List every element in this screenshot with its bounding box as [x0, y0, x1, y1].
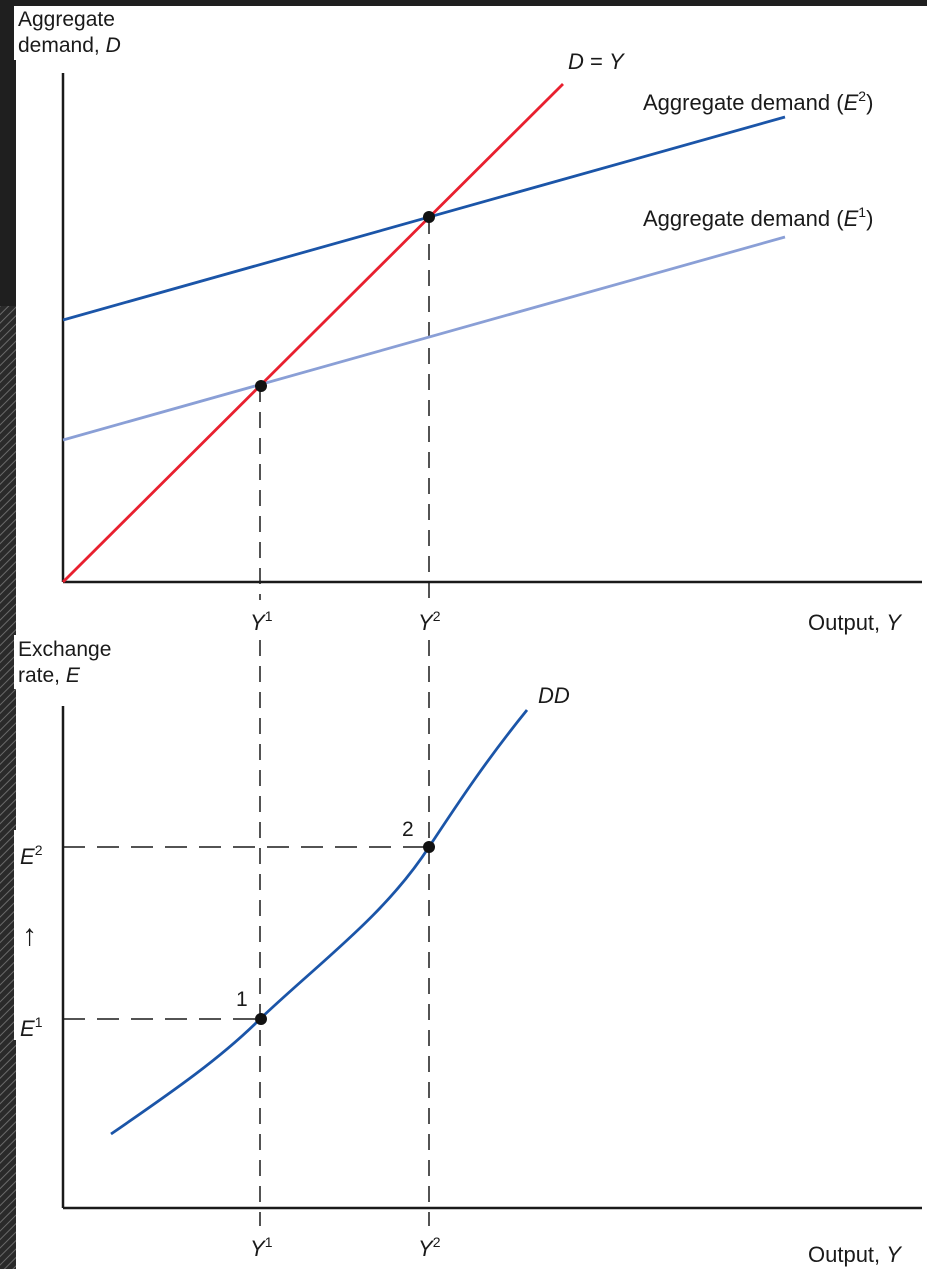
- top-panel: Aggregate demand, D D = Y Aggregate dema…: [18, 8, 922, 635]
- point-2: [423, 841, 435, 853]
- hatched-edge: [0, 306, 16, 1269]
- dy-line-label: D = Y: [568, 49, 625, 74]
- bottom-y-axis-label-1: Exchange: [18, 638, 111, 661]
- label-backdrop: [14, 6, 154, 60]
- top-tick-y1: Y1: [250, 608, 273, 635]
- bottom-tick-e2: E2: [20, 842, 43, 869]
- top-y-axis-label-2: demand, D: [18, 34, 121, 57]
- bottom-tick-y2: Y2: [418, 1234, 441, 1261]
- point-1-label: 1: [236, 988, 248, 1011]
- bottom-tick-e1: E1: [20, 1014, 43, 1041]
- label-backdrop-3: [14, 830, 64, 1040]
- label-backdrop-2: [14, 635, 144, 689]
- top-equilibrium-1: [255, 380, 267, 392]
- bottom-panel: 1 2 DD Exchange rate, E E2 E1 ↑ Y1 Y2 Ou…: [18, 638, 922, 1267]
- bottom-tick-y1: Y1: [250, 1234, 273, 1261]
- up-arrow-icon: ↑: [22, 919, 37, 952]
- point-1: [255, 1013, 267, 1025]
- top-y-axis-label-1: Aggregate: [18, 8, 115, 31]
- point-2-label: 2: [402, 818, 414, 841]
- bottom-y-axis-label-2: rate, E: [18, 664, 81, 687]
- dy-line: [62, 83, 564, 583]
- dd-curve: [110, 709, 529, 1136]
- top-equilibrium-2: [423, 211, 435, 223]
- dd-curve-label: DD: [538, 683, 570, 708]
- top-x-axis-label: Output, Y: [808, 610, 902, 635]
- ad1-line: [62, 235, 786, 442]
- top-tick-y2: Y2: [418, 608, 441, 635]
- ad1-line-label: Aggregate demand (E1): [643, 204, 873, 231]
- bottom-x-axis-label: Output, Y: [808, 1242, 902, 1267]
- ad2-line-label: Aggregate demand (E2): [643, 88, 873, 115]
